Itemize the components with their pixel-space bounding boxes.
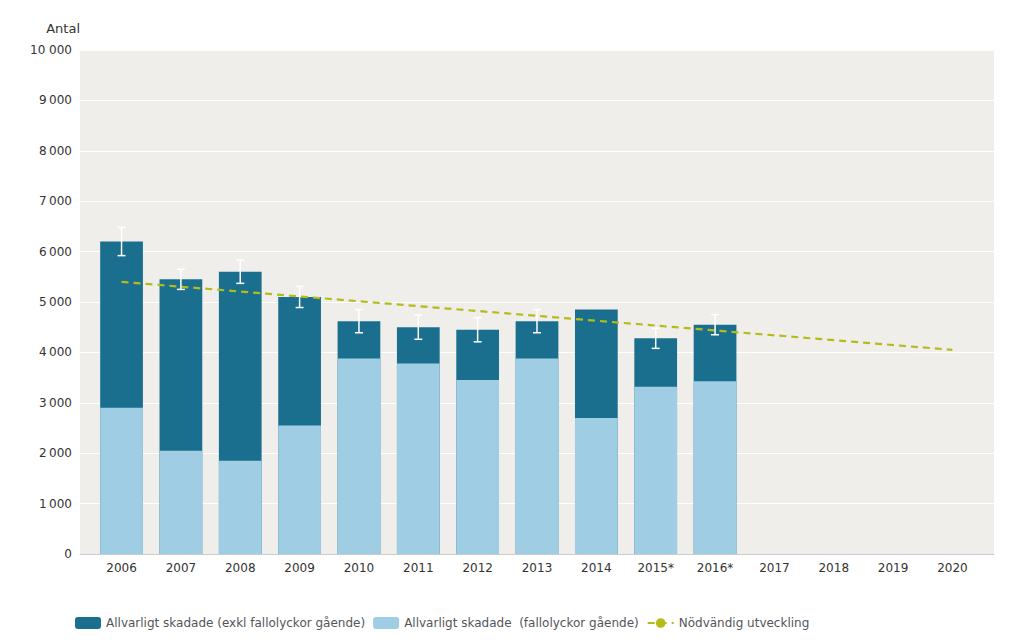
svg-text:0: 0 xyxy=(64,547,72,561)
svg-text:2008: 2008 xyxy=(225,561,256,575)
svg-text:2014: 2014 xyxy=(581,561,612,575)
svg-text:Allvarligt skadade (exkl fallo: Allvarligt skadade (exkl fallolyckor gåe… xyxy=(106,616,365,630)
svg-text:2 000: 2 000 xyxy=(39,446,72,460)
svg-text:10 000: 10 000 xyxy=(30,43,72,57)
svg-text:2018: 2018 xyxy=(818,561,849,575)
svg-text:2010: 2010 xyxy=(344,561,375,575)
svg-text:Allvarligt skadade (fallolyck: Allvarligt skadade (fallolyckor gående) xyxy=(404,616,639,630)
svg-text:7 000: 7 000 xyxy=(39,194,72,208)
svg-text:2013: 2013 xyxy=(522,561,553,575)
svg-text:2017: 2017 xyxy=(759,561,790,575)
svg-text:2007: 2007 xyxy=(166,561,197,575)
svg-text:Antal: Antal xyxy=(46,21,80,36)
svg-text:Nödvändig utveckling: Nödvändig utveckling xyxy=(679,616,810,630)
svg-text:9 000: 9 000 xyxy=(39,93,72,107)
svg-text:8 000: 8 000 xyxy=(39,144,72,158)
svg-text:2016*: 2016* xyxy=(697,561,734,575)
svg-text:2011: 2011 xyxy=(403,561,434,575)
svg-text:2015*: 2015* xyxy=(637,561,674,575)
svg-text:1 000: 1 000 xyxy=(39,497,72,511)
svg-text:2009: 2009 xyxy=(284,561,315,575)
svg-text:2019: 2019 xyxy=(878,561,909,575)
svg-text:6 000: 6 000 xyxy=(39,245,72,259)
svg-text:2006: 2006 xyxy=(106,561,137,575)
svg-text:2012: 2012 xyxy=(462,561,493,575)
svg-text:5 000: 5 000 xyxy=(39,295,72,309)
svg-text:2020: 2020 xyxy=(937,561,968,575)
svg-text:4 000: 4 000 xyxy=(39,345,72,359)
svg-text:3 000: 3 000 xyxy=(39,396,72,410)
